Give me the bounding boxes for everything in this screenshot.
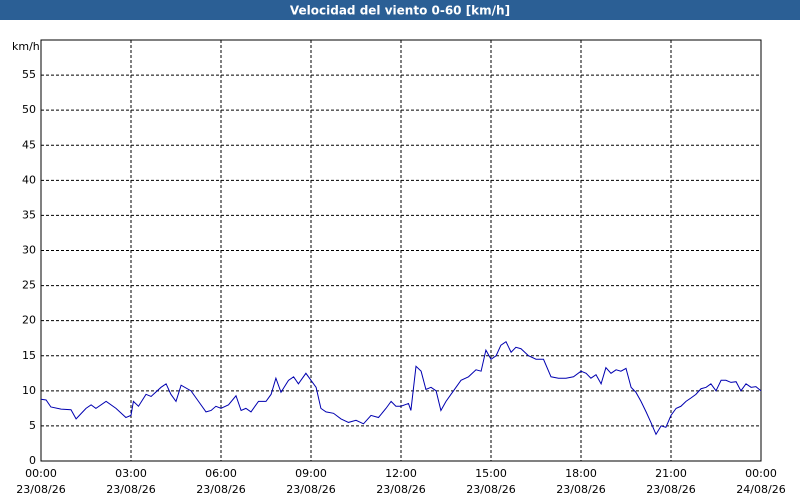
x-tick-label: 12:00	[385, 467, 417, 480]
y-tick-label: 50	[22, 103, 36, 116]
chart-title: Velocidad del viento 0-60 [km/h]	[290, 4, 510, 18]
x-tick-label: 00:00	[745, 467, 777, 480]
y-tick-label: 20	[22, 314, 36, 327]
y-tick-label: 5	[29, 419, 36, 432]
x-tick-date: 23/08/26	[646, 483, 695, 496]
x-tick-date: 23/08/26	[286, 483, 335, 496]
title-bar	[0, 0, 800, 20]
y-tick-label: 55	[22, 68, 36, 81]
x-tick-label: 21:00	[655, 467, 687, 480]
x-tick-date: 23/08/26	[376, 483, 425, 496]
plot-border	[40, 39, 762, 462]
x-tick-label: 06:00	[205, 467, 237, 480]
y-tick-label: 25	[22, 279, 36, 292]
x-tick-date: 23/08/26	[556, 483, 605, 496]
y-tick-label: 35	[22, 208, 36, 221]
x-tick-date: 23/08/26	[16, 483, 65, 496]
y-tick-label: 10	[22, 384, 36, 397]
data-line	[40, 340, 762, 436]
x-tick-label: 00:00	[25, 467, 57, 480]
x-tick-label: 18:00	[565, 467, 597, 480]
x-tick-date: 23/08/26	[466, 483, 515, 496]
y-tick-label: 45	[22, 138, 36, 151]
y-axis-label: km/h	[12, 40, 40, 53]
x-tick-label: 03:00	[115, 467, 147, 480]
x-tick-date: 23/08/26	[106, 483, 155, 496]
x-tick-label: 09:00	[295, 467, 327, 480]
x-tick-date: 23/08/26	[196, 483, 245, 496]
y-tick-label: 0	[29, 454, 36, 467]
y-tick-label: 15	[22, 349, 36, 362]
x-tick-label: 15:00	[475, 467, 507, 480]
x-tick-date: 24/08/26	[736, 483, 785, 496]
y-tick-label: 40	[22, 173, 36, 186]
y-tick-label: 30	[22, 244, 36, 257]
